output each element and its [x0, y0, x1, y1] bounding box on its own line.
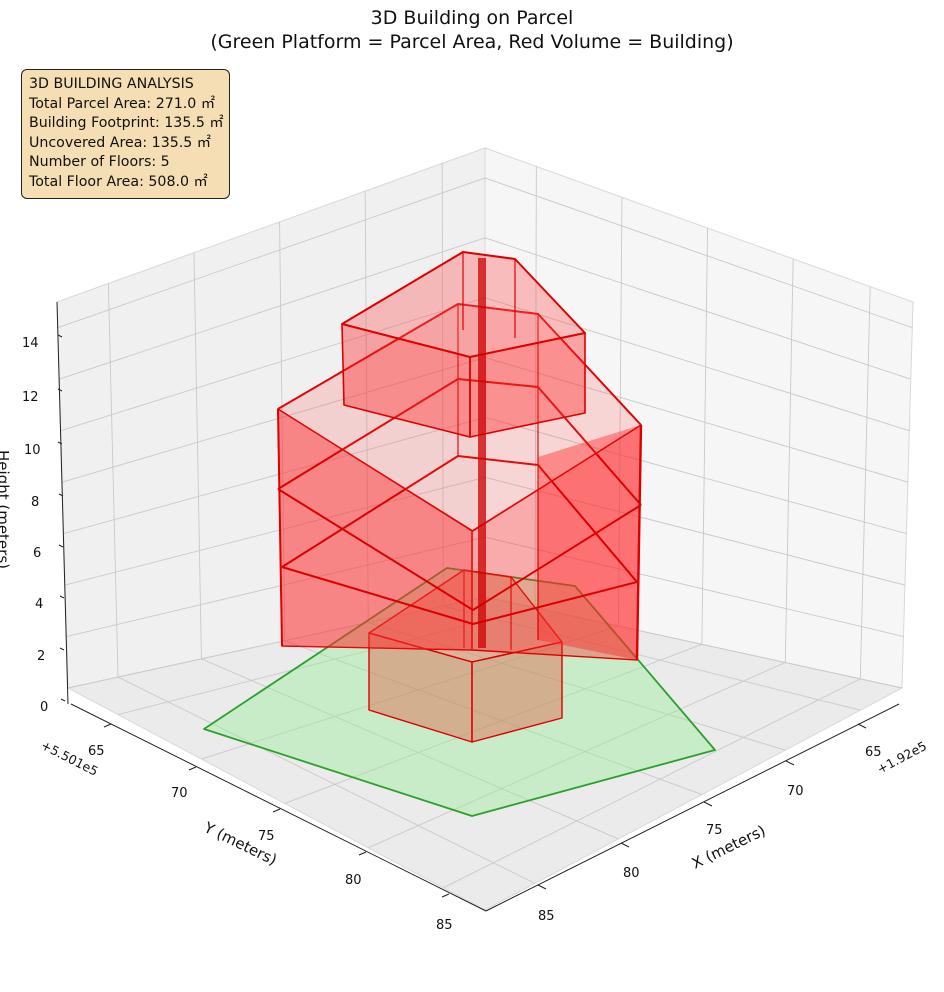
- grid-line: [59, 237, 486, 380]
- z-tick-label: 8: [31, 495, 39, 510]
- grid-line: [117, 676, 536, 884]
- y-tick-label: 70: [171, 786, 188, 801]
- grid-line: [201, 658, 619, 840]
- grid-line: [66, 536, 486, 637]
- x-axis-label: X (meters): [689, 821, 769, 872]
- z-axis-line: [56, 301, 69, 705]
- z-tick-label: 2: [37, 649, 45, 664]
- grid-line: [784, 258, 794, 663]
- grid-line: [484, 297, 910, 432]
- grid-line: [364, 191, 369, 623]
- info-heading: 3D BUILDING ANALYSIS: [29, 76, 194, 92]
- chart-title: 3D Building on Parcel (Green Platform = …: [0, 6, 944, 54]
- z-tick-label: 14: [22, 336, 39, 351]
- grid-line: [62, 357, 486, 483]
- title-line-1: 3D Building on Parcel: [370, 7, 574, 29]
- grid-line: [117, 607, 536, 716]
- x-tick-label: 70: [787, 784, 804, 799]
- info-floor-count: Number of Floors: 5: [29, 154, 170, 170]
- y-tick-label: 75: [258, 829, 275, 844]
- grid-line: [484, 476, 906, 586]
- info-parcel-area: Total Parcel Area: 271.0 ㎡: [29, 95, 216, 112]
- grid-line: [368, 622, 786, 751]
- z-tick-label: 6: [33, 546, 41, 561]
- floor-4-face-right: [469, 332, 586, 438]
- grid-line: [107, 283, 119, 678]
- grid-line: [67, 596, 486, 689]
- grid-line: [484, 357, 908, 483]
- x-axis-ticks: 85 80 75 70 65: [537, 723, 882, 924]
- grid-line: [443, 605, 861, 711]
- grid-line: [443, 678, 861, 889]
- grid-line: [368, 662, 786, 849]
- x-tick-label: 75: [706, 823, 723, 838]
- info-building-footprint: Building Footprint: 135.5 ㎡: [29, 115, 224, 131]
- grid-line: [484, 416, 907, 535]
- grid-line: [484, 237, 911, 380]
- grid-line: [701, 228, 709, 645]
- x-tick-label: 80: [623, 866, 640, 881]
- floor-1-face-right: [471, 641, 563, 743]
- grid-line: [284, 640, 702, 795]
- grid-line: [441, 163, 444, 607]
- z-tick-label: 4: [35, 597, 43, 612]
- y-axis-ticks: 65 70 75 80 85: [88, 723, 453, 933]
- grid-line: [60, 297, 486, 432]
- analysis-info-box: 3D BUILDING ANALYSIS Total Parcel Area: …: [21, 69, 230, 199]
- x-axis-line: [485, 703, 900, 912]
- grid-line: [201, 625, 619, 760]
- x-tick-label: 65: [865, 745, 882, 760]
- title-line-2: (Green Platform = Parcel Area, Red Volum…: [210, 31, 734, 53]
- z-tick-label: 0: [40, 700, 48, 715]
- y-tick-label: 80: [345, 873, 362, 888]
- floors-2-3-front-left: [278, 409, 473, 650]
- grid-line: [484, 177, 913, 329]
- grid-line: [484, 596, 903, 689]
- grid-line: [617, 197, 623, 627]
- building-volume: [277, 251, 643, 743]
- z-axis-ticks: 14 12 10 8 6 4 2 0: [22, 334, 66, 715]
- floors-2-3-top: [278, 304, 641, 531]
- info-total-floor-area: Total Floor Area: 508.0 ㎡: [29, 173, 208, 190]
- grid-line: [57, 177, 486, 329]
- z-tick-label: 10: [24, 443, 41, 458]
- x-axis-offset: +1.92e5: [874, 738, 929, 777]
- z-axis-label: Height (meters): [0, 450, 12, 569]
- building-core: [478, 258, 486, 648]
- parcel-platform: [203, 567, 716, 817]
- info-uncovered-area: Uncovered Area: 135.5 ㎡: [29, 134, 211, 151]
- y-axis-line: [70, 703, 487, 912]
- grid-line: [484, 536, 904, 637]
- grid-line: [859, 286, 871, 679]
- y-tick-label: 85: [436, 918, 453, 933]
- y-tick-label: 65: [88, 744, 105, 759]
- z-tick-label: 12: [22, 390, 39, 405]
- grid-line: [193, 252, 202, 659]
- x-tick-label: 85: [538, 909, 555, 924]
- grid-line: [279, 221, 286, 641]
- grid-line: [63, 416, 486, 535]
